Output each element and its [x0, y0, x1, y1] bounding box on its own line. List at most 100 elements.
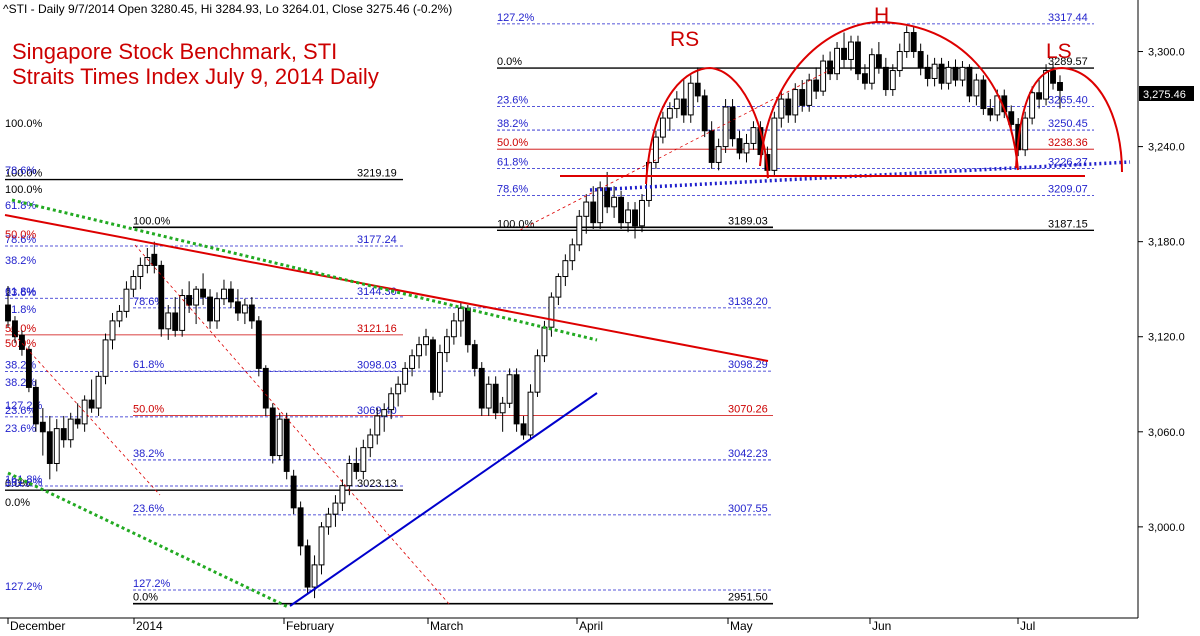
- candle-body-up: [639, 199, 645, 227]
- left-edge-fib-label: 100.0%: [5, 118, 43, 130]
- candle: [186, 281, 193, 313]
- month-label-april: April: [579, 619, 603, 633]
- candle-body-down: [618, 196, 625, 224]
- candle: [374, 408, 381, 445]
- chart-title-line-1: Singapore Stock Benchmark, STI: [12, 39, 337, 64]
- candle-body-up: [506, 374, 513, 404]
- price-tick-label: 3,300.0: [1148, 47, 1185, 59]
- candle-body-up: [443, 336, 450, 354]
- fib-level-value: 3007.55: [728, 503, 768, 515]
- candle: [67, 412, 74, 448]
- pattern-label-h: H: [874, 4, 889, 27]
- candle-body-down: [694, 82, 701, 97]
- candle: [283, 412, 290, 480]
- candle: [680, 80, 687, 123]
- candle-body-down: [1057, 82, 1063, 91]
- candle: [416, 336, 422, 369]
- candle: [402, 362, 409, 393]
- candle: [917, 43, 924, 76]
- candle-body-down: [917, 51, 924, 68]
- candle-body-up: [715, 146, 722, 163]
- candle-body-down: [297, 507, 304, 547]
- candle-body-up: [395, 383, 402, 395]
- candle-body-down: [283, 418, 290, 472]
- left-edge-fib-label: 61.8%: [5, 304, 36, 316]
- candle: [311, 555, 318, 599]
- candle-body-down: [729, 106, 736, 140]
- fib-level-ratio: 0.0%: [133, 592, 158, 604]
- candle-body-down: [151, 253, 158, 266]
- candle: [799, 80, 806, 112]
- red-descending-trendline: [4, 214, 769, 362]
- candle: [1029, 86, 1036, 125]
- candle-body-down: [938, 63, 945, 84]
- last-price-box: [1139, 86, 1194, 101]
- candle: [332, 495, 339, 527]
- candle: [144, 248, 151, 274]
- candle-body-down: [1050, 70, 1056, 84]
- candle: [625, 202, 631, 233]
- candle-body-down: [207, 296, 213, 322]
- candle: [262, 365, 269, 416]
- candle: [346, 455, 353, 496]
- fib-level-ratio: 78.6%: [5, 234, 36, 246]
- fib-level-value: 3098.03: [357, 360, 397, 372]
- candle: [248, 297, 255, 329]
- candle-body-down: [632, 209, 638, 227]
- candle-body-up: [102, 339, 109, 377]
- candle: [618, 190, 625, 229]
- candle-body-down: [987, 108, 994, 116]
- month-label-jun: Jun: [872, 619, 891, 633]
- fib-level-ratio: 78.6%: [497, 184, 528, 196]
- candle-body-up: [959, 66, 966, 81]
- candle-body-up: [276, 418, 283, 457]
- candle-body-down: [799, 89, 806, 106]
- candle-body-up: [437, 352, 443, 393]
- candle-body-down: [290, 475, 297, 509]
- price-tick-label: 3,120.0: [1148, 332, 1185, 344]
- left-edge-fib-label: 127.2%: [5, 581, 43, 593]
- left-edge-fib-label: 0.0%: [5, 497, 30, 509]
- candle: [715, 138, 722, 171]
- candle-body-up: [548, 296, 555, 328]
- candle: [931, 57, 938, 87]
- candle: [123, 281, 130, 318]
- candle-body-up: [214, 298, 220, 322]
- candle: [576, 209, 583, 252]
- candle-body-down: [88, 399, 95, 409]
- candle-body-up: [123, 288, 130, 312]
- candle-body-down: [861, 73, 868, 84]
- candle-body-down: [952, 66, 959, 81]
- candle: [980, 75, 987, 115]
- fib-level-value: 3219.19: [357, 168, 397, 180]
- candle: [903, 26, 910, 58]
- price-tick-label: 3,180.0: [1148, 237, 1185, 249]
- candle: [966, 64, 973, 103]
- candle: [339, 479, 346, 512]
- candle: [395, 376, 402, 407]
- candle-body-up: [165, 312, 172, 330]
- candle-body-down: [269, 407, 276, 457]
- green-dotted-upper-line: [11, 198, 598, 342]
- candle-body-up: [973, 79, 980, 97]
- left-edge-fib-label: 50.0%: [5, 229, 36, 241]
- fib-level-value: 3238.36: [1048, 137, 1088, 149]
- candle-body-up: [792, 89, 799, 116]
- candle-body-up: [527, 391, 534, 436]
- candle-body-up: [339, 485, 346, 504]
- candle: [5, 286, 11, 328]
- candle: [172, 297, 179, 337]
- candle-body-up: [666, 108, 673, 119]
- candle: [652, 130, 659, 169]
- candle-body-up: [834, 47, 840, 75]
- candle: [673, 91, 680, 119]
- candle-body-down: [604, 187, 611, 208]
- fib-level-value: 2951.50: [728, 592, 768, 604]
- candle: [443, 328, 450, 363]
- candle-body-up: [806, 79, 813, 106]
- candle-body-up: [67, 418, 74, 441]
- candle-body-up: [771, 117, 778, 171]
- fib-level-value: 3265.40: [1048, 94, 1088, 106]
- candle: [1057, 75, 1063, 109]
